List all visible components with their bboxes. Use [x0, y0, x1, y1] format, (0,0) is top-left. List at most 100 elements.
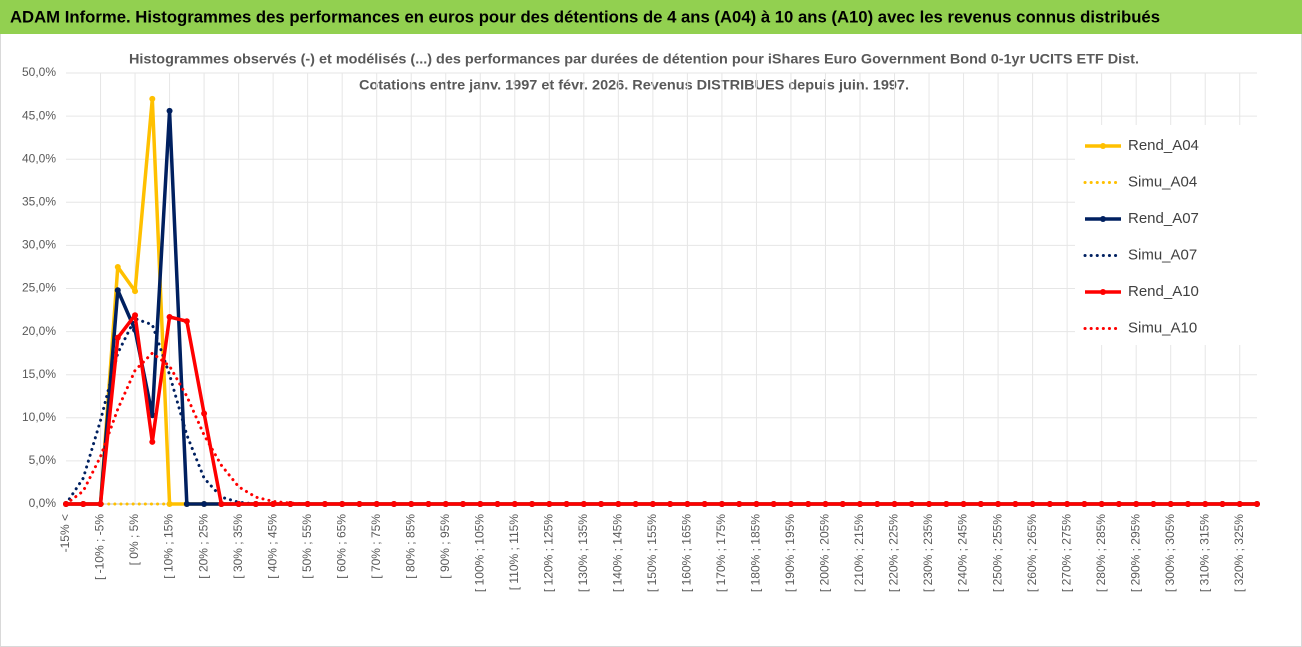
point [149, 438, 156, 445]
point [114, 287, 121, 294]
point [511, 501, 518, 507]
x-tick-label: [ 120% ; 125% [541, 514, 555, 592]
x-tick-label: [ 130% ; 135% [576, 514, 590, 592]
point [477, 501, 484, 507]
x-tick-label: [ 10% ; 15% [162, 514, 176, 579]
point [114, 334, 121, 341]
point [822, 501, 829, 507]
x-tick-label: [ 200% ; 205% [818, 514, 832, 592]
point [166, 107, 173, 114]
y-tick-label: 50,0% [22, 65, 56, 79]
point [373, 501, 380, 507]
y-tick-label: 45,0% [22, 108, 56, 122]
title-bar [0, 0, 1302, 34]
y-tick-label: 40,0% [22, 151, 56, 165]
point [80, 501, 87, 507]
point [1012, 501, 1019, 507]
x-tick-label: [ 100% ; 105% [472, 514, 486, 592]
x-tick-label: [ 80% ; 85% [403, 514, 417, 579]
x-tick-label: [ 270% ; 275% [1059, 514, 1073, 592]
legend-label: Simu_A04 [1128, 173, 1197, 190]
point [995, 501, 1002, 507]
legend-marker [1100, 143, 1106, 149]
series-line [66, 313, 1257, 506]
y-tick-label: 10,0% [22, 410, 56, 424]
x-tick-label: [ 70% ; 75% [369, 514, 383, 579]
point [201, 501, 208, 507]
x-tick-label: [ 170% ; 175% [714, 514, 728, 592]
x-tick-label: [ 190% ; 195% [783, 514, 797, 592]
legend-label: Rend_A07 [1128, 210, 1199, 227]
x-tick-label: [ 230% ; 235% [921, 514, 935, 592]
chart-title: Histogrammes observés (-) et modélisés (… [129, 51, 1139, 67]
x-tick-label: [ 220% ; 225% [887, 514, 901, 592]
point [1115, 501, 1122, 507]
x-tick-label: [ -10% ; -5% [93, 514, 107, 580]
point [132, 288, 139, 295]
x-tick-label: [ 90% ; 95% [438, 514, 452, 579]
x-tick-label: [ 310% ; 315% [1197, 514, 1211, 592]
y-tick-label: 20,0% [22, 324, 56, 338]
x-tick-label: -15% < [58, 514, 72, 552]
point [408, 501, 415, 507]
legend-label: Rend_A10 [1128, 283, 1199, 300]
point [701, 501, 708, 507]
point [218, 501, 225, 507]
x-tick-label: [ 50% ; 55% [300, 514, 314, 579]
x-tick-label: [ 300% ; 305% [1163, 514, 1177, 592]
legend-label: Rend_A04 [1128, 137, 1199, 154]
y-tick-label: 15,0% [22, 367, 56, 381]
point [1202, 501, 1209, 507]
x-tick-label: [ 140% ; 145% [611, 514, 625, 592]
point [149, 412, 156, 419]
point [1184, 501, 1191, 507]
point [132, 312, 139, 319]
chart-subtitle: Cotations entre janv. 1997 et févr. 2026… [359, 77, 909, 93]
point [114, 263, 121, 270]
y-tick-label: 0,0% [29, 496, 57, 510]
x-tick-label: [ 30% ; 35% [231, 514, 245, 579]
x-tick-label: [ 250% ; 255% [990, 514, 1004, 592]
x-tick-label: [ 210% ; 215% [852, 514, 866, 592]
point [1098, 501, 1105, 507]
point [926, 501, 933, 507]
point [252, 501, 259, 507]
point [1219, 501, 1226, 507]
y-tick-label: 5,0% [29, 453, 57, 467]
point [494, 501, 501, 507]
page-title: ADAM Informe. Histogrammes des performan… [10, 7, 1160, 26]
point [805, 501, 812, 507]
point [684, 501, 691, 507]
x-tick-label: [ 60% ; 65% [334, 514, 348, 579]
point [390, 501, 397, 507]
point [183, 501, 190, 507]
legend-box [1075, 125, 1285, 345]
legend-marker [1100, 289, 1106, 295]
legend-marker [1100, 216, 1106, 222]
point [615, 501, 622, 507]
x-tick-label: [ 40% ; 45% [265, 514, 279, 579]
x-tick-label: [ 180% ; 185% [749, 514, 763, 592]
point [97, 501, 104, 507]
point [166, 313, 173, 320]
point [1081, 501, 1088, 507]
point [201, 410, 208, 417]
x-tick-label: [ 240% ; 245% [956, 514, 970, 592]
x-tick-label: [ 290% ; 295% [1128, 514, 1142, 592]
point [235, 501, 242, 507]
point [183, 318, 190, 325]
x-tick-label: [ 320% ; 325% [1232, 514, 1246, 592]
y-tick-label: 30,0% [22, 238, 56, 252]
point [149, 95, 156, 102]
point [580, 501, 587, 507]
x-tick-label: [ 160% ; 165% [680, 514, 694, 592]
x-tick-label: [ 280% ; 285% [1094, 514, 1108, 592]
x-tick-label: [ 150% ; 155% [645, 514, 659, 592]
point [304, 501, 311, 507]
legend-label: Simu_A07 [1128, 246, 1197, 263]
legend-label: Simu_A10 [1128, 319, 1197, 336]
point [908, 501, 915, 507]
point [891, 501, 898, 507]
point [718, 501, 725, 507]
